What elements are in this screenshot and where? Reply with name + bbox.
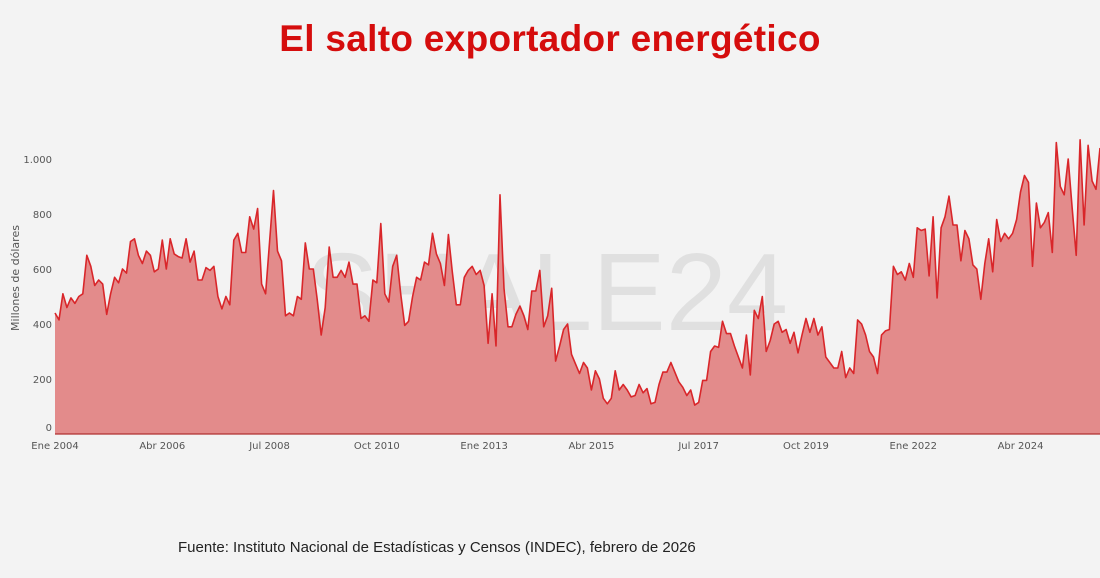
y-tick-label: 1.000 [23,155,52,166]
x-tick-label: Ene 2004 [31,441,78,452]
y-tick-label: 0 [46,423,52,434]
source-note: Fuente: Instituto Nacional de Estadístic… [178,539,696,556]
x-tick-label: Abr 2006 [139,441,185,452]
y-tick-label: 800 [33,210,52,221]
y-axis-label: Millones de dólares [9,225,22,331]
chart-title: El salto exportador energético [279,18,821,59]
y-tick-label: 200 [33,375,52,386]
x-tick-label: Oct 2010 [354,441,400,452]
x-tick-label: Abr 2024 [998,441,1044,452]
x-tick-label: Jul 2008 [248,441,290,452]
x-tick-label: Ene 2022 [890,441,937,452]
x-tick-label: Oct 2019 [783,441,829,452]
y-tick-label: 600 [33,265,52,276]
series-line [54,139,1100,406]
x-tick-label: Jul 2017 [677,441,719,452]
area-fill [55,139,1100,435]
x-tick-label: Ene 2013 [460,441,507,452]
x-tick-label: Abr 2015 [568,441,614,452]
y-tick-label: 400 [33,320,52,331]
